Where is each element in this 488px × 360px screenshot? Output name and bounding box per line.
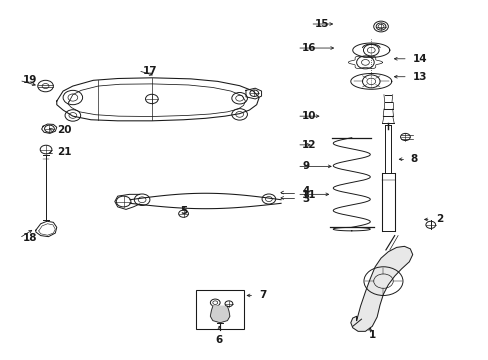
Text: 4: 4 [302,186,309,197]
Text: 6: 6 [215,335,223,345]
Polygon shape [210,306,229,323]
Text: 16: 16 [302,43,316,53]
Text: 1: 1 [368,330,375,340]
Text: 21: 21 [57,147,71,157]
Bar [195,290,244,329]
Polygon shape [350,246,412,331]
Text: 10: 10 [302,111,316,121]
Text: 3: 3 [302,194,308,204]
Text: 8: 8 [409,154,417,164]
Text: 14: 14 [412,54,427,64]
Text: 15: 15 [315,19,329,29]
Text: 12: 12 [302,140,316,150]
Text: 11: 11 [302,190,316,200]
Text: 17: 17 [143,66,157,76]
Text: 20: 20 [57,125,71,135]
Text: 19: 19 [22,75,37,85]
Text: 13: 13 [412,72,427,82]
Text: 2: 2 [435,215,442,224]
Text: 7: 7 [259,291,266,301]
Text: 5: 5 [180,206,187,216]
Text: 9: 9 [302,161,308,171]
Text: 18: 18 [22,233,37,243]
